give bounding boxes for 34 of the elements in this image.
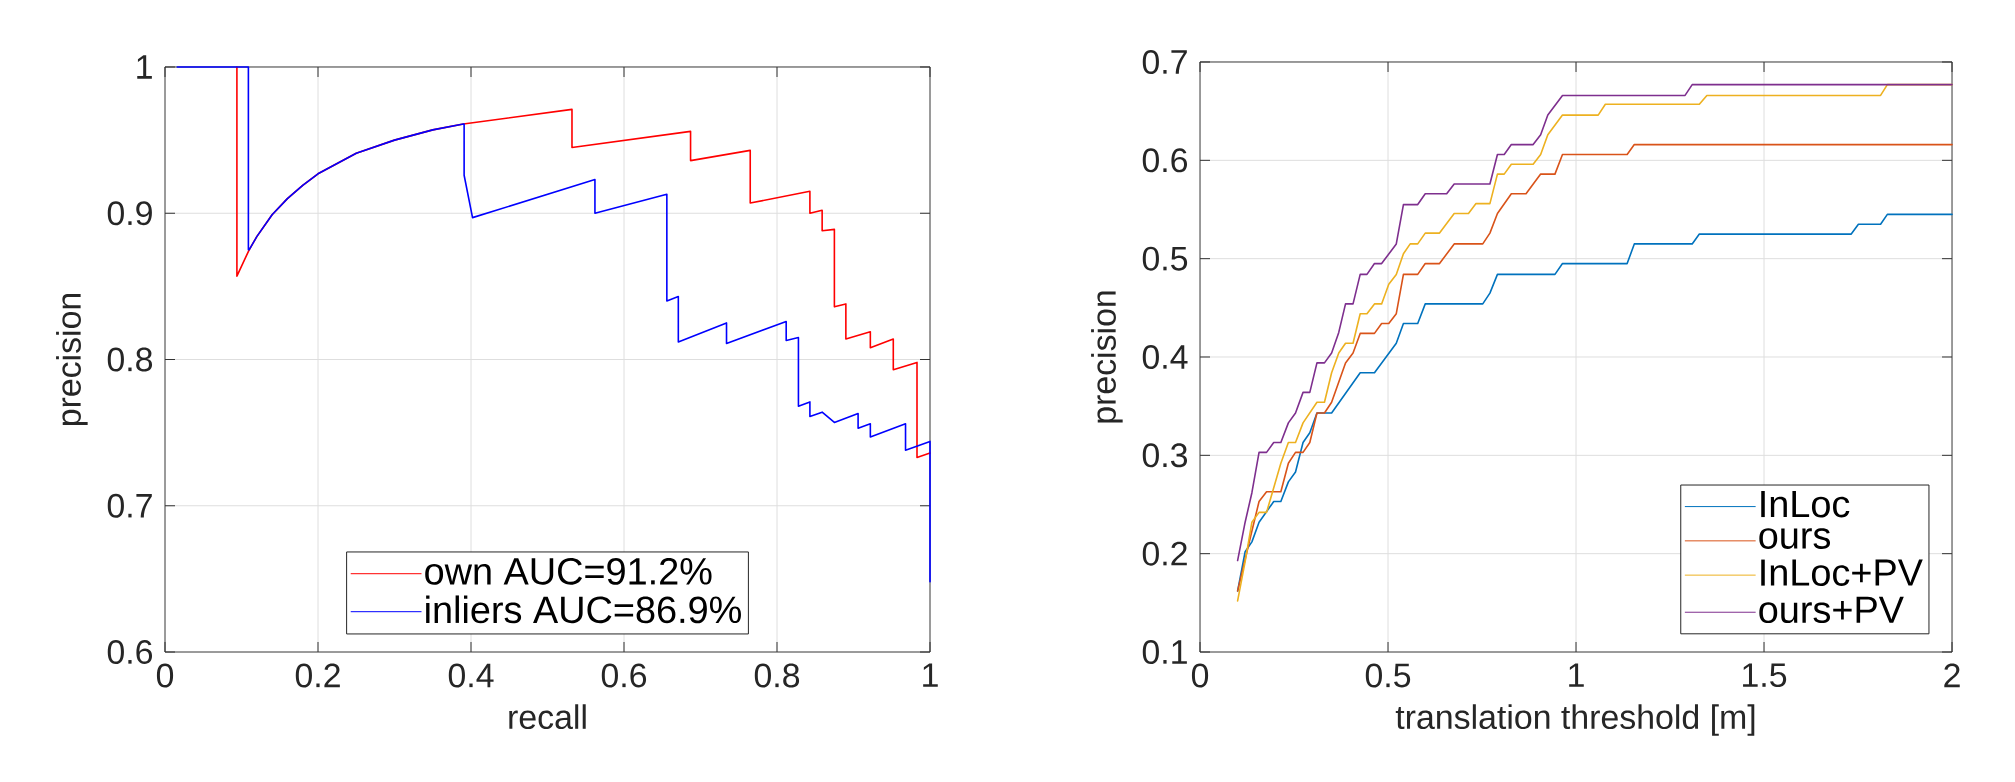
legend-label: InLoc — [1761, 491, 1850, 518]
x-tick-label: 0.2 — [295, 663, 340, 688]
y-tick-label: 0.3 — [1142, 443, 1188, 468]
y-tick-label: 0.4 — [1142, 345, 1188, 369]
y-tick-label: 0.1 — [1142, 640, 1187, 664]
y-tick-label: 1 — [137, 55, 152, 79]
legend-label: own AUC=91.2% — [425, 557, 712, 585]
line-series — [176, 66, 931, 583]
x-tick-label: 1 — [923, 663, 938, 687]
y-tick-label: 0.6 — [107, 640, 153, 664]
x-tick-label: 1 — [1569, 663, 1584, 687]
x-tick-label: 0.6 — [601, 663, 647, 688]
y-tick-label: 0.2 — [1142, 541, 1187, 566]
legend-label: ours — [1759, 528, 1831, 549]
y-axis-title: precision — [1091, 291, 1123, 423]
y-axis-title: precision — [56, 293, 88, 426]
legend-label: ours+PV — [1759, 596, 1904, 624]
legend-label: inliers AUC=86.9% — [426, 595, 741, 624]
y-tick-label: 0.8 — [107, 347, 153, 372]
x-axis-title: translation threshold [m] — [1395, 704, 1755, 736]
y-tick-label: 0.7 — [107, 493, 152, 518]
x-tick-label: 0 — [1191, 663, 1209, 688]
y-tick-label: 0.6 — [1142, 148, 1188, 173]
legend-label: InLoc+PV — [1761, 559, 1923, 586]
x-tick-label: 0.4 — [448, 663, 494, 688]
x-tick-label: 0 — [156, 663, 174, 688]
x-tick-label: 0.8 — [754, 663, 800, 688]
x-tick-label: 2 — [1944, 663, 1960, 688]
x-tick-label: 1.5 — [1743, 663, 1787, 688]
x-tick-label: 0.5 — [1365, 663, 1411, 688]
y-tick-label: 0.9 — [107, 201, 152, 226]
y-tick-label: 0.7 — [1142, 50, 1187, 74]
y-tick-label: 0.5 — [1142, 246, 1188, 271]
x-axis-title: recall — [509, 704, 586, 730]
